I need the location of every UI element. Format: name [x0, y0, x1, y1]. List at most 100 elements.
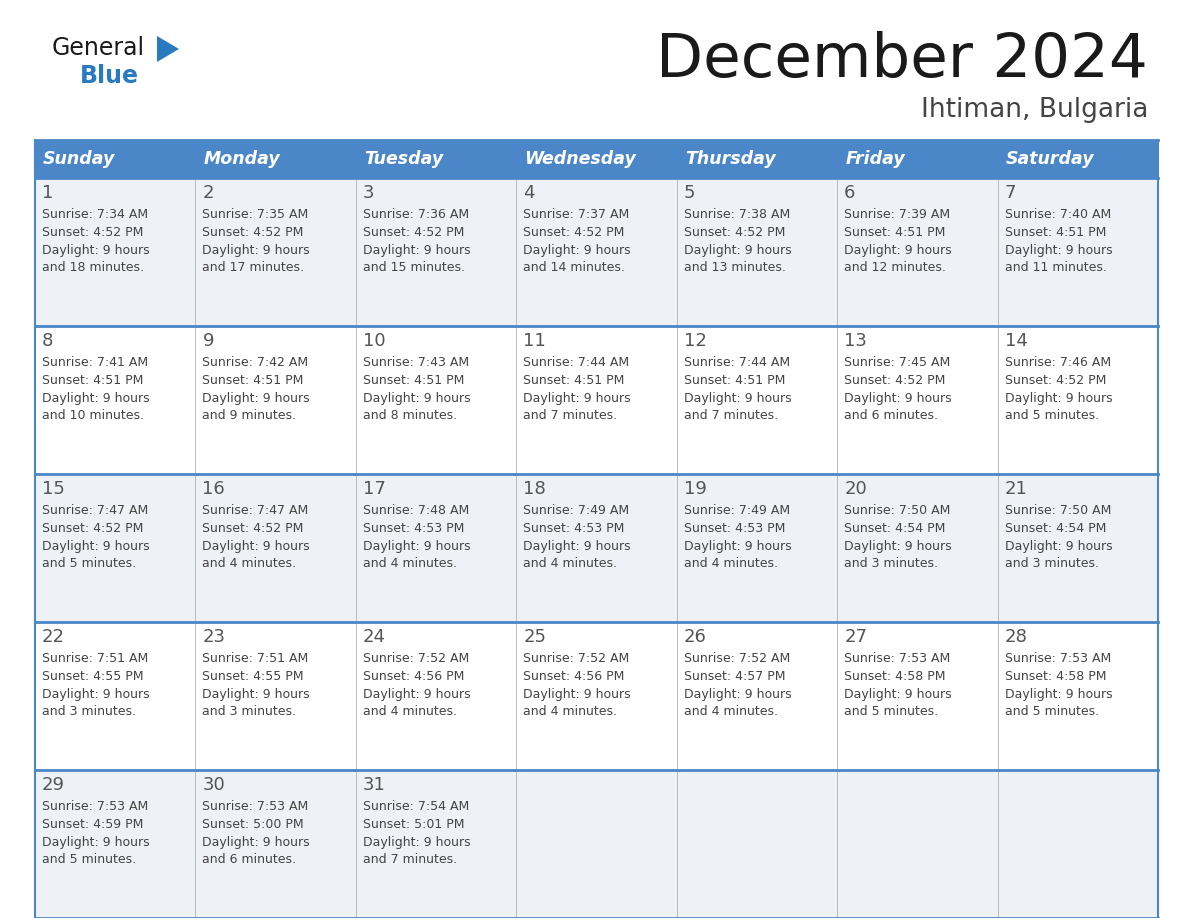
- Text: Daylight: 9 hours: Daylight: 9 hours: [523, 244, 631, 257]
- Text: Sunrise: 7:46 AM: Sunrise: 7:46 AM: [1005, 356, 1111, 369]
- Bar: [34, 326, 1158, 474]
- Text: and 9 minutes.: and 9 minutes.: [202, 409, 297, 422]
- Text: 12: 12: [684, 332, 707, 350]
- Text: 21: 21: [1005, 480, 1028, 498]
- Text: Sunrise: 7:52 AM: Sunrise: 7:52 AM: [684, 652, 790, 665]
- Text: and 4 minutes.: and 4 minutes.: [202, 557, 297, 570]
- Text: Sunset: 4:56 PM: Sunset: 4:56 PM: [523, 670, 625, 683]
- Text: Sunrise: 7:43 AM: Sunrise: 7:43 AM: [362, 356, 469, 369]
- Text: Daylight: 9 hours: Daylight: 9 hours: [362, 836, 470, 849]
- Text: 13: 13: [845, 332, 867, 350]
- Text: Sunrise: 7:51 AM: Sunrise: 7:51 AM: [42, 652, 148, 665]
- Text: Daylight: 9 hours: Daylight: 9 hours: [362, 244, 470, 257]
- Text: Sunset: 4:53 PM: Sunset: 4:53 PM: [523, 522, 625, 535]
- Text: Sunrise: 7:51 AM: Sunrise: 7:51 AM: [202, 652, 309, 665]
- Text: Sunrise: 7:36 AM: Sunrise: 7:36 AM: [362, 208, 469, 221]
- Text: Daylight: 9 hours: Daylight: 9 hours: [362, 392, 470, 405]
- Text: Daylight: 9 hours: Daylight: 9 hours: [1005, 392, 1112, 405]
- Text: Saturday: Saturday: [1005, 150, 1094, 168]
- Text: Sunrise: 7:47 AM: Sunrise: 7:47 AM: [202, 504, 309, 517]
- Text: Daylight: 9 hours: Daylight: 9 hours: [1005, 688, 1112, 701]
- Text: Sunset: 4:52 PM: Sunset: 4:52 PM: [202, 226, 304, 239]
- Text: 19: 19: [684, 480, 707, 498]
- Text: 27: 27: [845, 628, 867, 646]
- Text: Sunset: 4:57 PM: Sunset: 4:57 PM: [684, 670, 785, 683]
- Text: 29: 29: [42, 776, 65, 794]
- Text: and 4 minutes.: and 4 minutes.: [684, 557, 778, 570]
- Text: and 6 minutes.: and 6 minutes.: [202, 853, 297, 866]
- Text: Blue: Blue: [80, 64, 139, 88]
- Text: and 3 minutes.: and 3 minutes.: [42, 705, 135, 718]
- Text: Sunrise: 7:53 AM: Sunrise: 7:53 AM: [845, 652, 950, 665]
- Text: Sunset: 4:55 PM: Sunset: 4:55 PM: [42, 670, 144, 683]
- Text: Sunrise: 7:49 AM: Sunrise: 7:49 AM: [523, 504, 630, 517]
- Text: Thursday: Thursday: [684, 150, 776, 168]
- Text: Sunrise: 7:38 AM: Sunrise: 7:38 AM: [684, 208, 790, 221]
- Text: and 3 minutes.: and 3 minutes.: [1005, 557, 1099, 570]
- Text: and 5 minutes.: and 5 minutes.: [42, 853, 137, 866]
- Text: Sunset: 4:53 PM: Sunset: 4:53 PM: [362, 522, 465, 535]
- Bar: [34, 178, 1158, 326]
- Text: 10: 10: [362, 332, 385, 350]
- Text: Daylight: 9 hours: Daylight: 9 hours: [42, 244, 150, 257]
- Text: and 4 minutes.: and 4 minutes.: [684, 705, 778, 718]
- Text: and 17 minutes.: and 17 minutes.: [202, 261, 304, 274]
- Text: Friday: Friday: [845, 150, 905, 168]
- Text: 2: 2: [202, 184, 214, 202]
- Text: and 4 minutes.: and 4 minutes.: [523, 557, 618, 570]
- Text: 28: 28: [1005, 628, 1028, 646]
- Text: Wednesday: Wednesday: [524, 150, 636, 168]
- Polygon shape: [157, 36, 179, 62]
- Text: Sunrise: 7:53 AM: Sunrise: 7:53 AM: [202, 800, 309, 813]
- Text: 25: 25: [523, 628, 546, 646]
- Text: Daylight: 9 hours: Daylight: 9 hours: [523, 540, 631, 553]
- Text: and 5 minutes.: and 5 minutes.: [845, 705, 939, 718]
- Text: Daylight: 9 hours: Daylight: 9 hours: [362, 540, 470, 553]
- Text: Sunset: 4:52 PM: Sunset: 4:52 PM: [1005, 374, 1106, 387]
- Text: Sunset: 4:53 PM: Sunset: 4:53 PM: [684, 522, 785, 535]
- Text: and 3 minutes.: and 3 minutes.: [202, 705, 297, 718]
- Text: Sunset: 4:51 PM: Sunset: 4:51 PM: [684, 374, 785, 387]
- Text: Sunset: 4:55 PM: Sunset: 4:55 PM: [202, 670, 304, 683]
- Text: Daylight: 9 hours: Daylight: 9 hours: [684, 540, 791, 553]
- Text: Sunset: 5:00 PM: Sunset: 5:00 PM: [202, 818, 304, 831]
- Text: 31: 31: [362, 776, 386, 794]
- Text: Sunrise: 7:50 AM: Sunrise: 7:50 AM: [1005, 504, 1111, 517]
- Text: 6: 6: [845, 184, 855, 202]
- Bar: [34, 622, 1158, 770]
- Text: Sunrise: 7:44 AM: Sunrise: 7:44 AM: [684, 356, 790, 369]
- Text: Sunrise: 7:40 AM: Sunrise: 7:40 AM: [1005, 208, 1111, 221]
- Text: Sunrise: 7:54 AM: Sunrise: 7:54 AM: [362, 800, 469, 813]
- Text: Sunset: 4:54 PM: Sunset: 4:54 PM: [1005, 522, 1106, 535]
- Text: Sunrise: 7:53 AM: Sunrise: 7:53 AM: [42, 800, 148, 813]
- Text: Sunset: 4:51 PM: Sunset: 4:51 PM: [1005, 226, 1106, 239]
- Text: Monday: Monday: [203, 150, 280, 168]
- Text: Sunset: 5:01 PM: Sunset: 5:01 PM: [362, 818, 465, 831]
- Text: Sunset: 4:52 PM: Sunset: 4:52 PM: [845, 374, 946, 387]
- Text: and 12 minutes.: and 12 minutes.: [845, 261, 946, 274]
- Text: 3: 3: [362, 184, 374, 202]
- Text: December 2024: December 2024: [656, 30, 1148, 89]
- Text: 22: 22: [42, 628, 65, 646]
- Text: 14: 14: [1005, 332, 1028, 350]
- Text: and 6 minutes.: and 6 minutes.: [845, 409, 939, 422]
- Text: 15: 15: [42, 480, 65, 498]
- Text: 8: 8: [42, 332, 53, 350]
- Text: Sunrise: 7:41 AM: Sunrise: 7:41 AM: [42, 356, 148, 369]
- Text: Sunrise: 7:34 AM: Sunrise: 7:34 AM: [42, 208, 148, 221]
- Text: Daylight: 9 hours: Daylight: 9 hours: [523, 392, 631, 405]
- Text: Sunrise: 7:48 AM: Sunrise: 7:48 AM: [362, 504, 469, 517]
- Text: 4: 4: [523, 184, 535, 202]
- Text: Sunrise: 7:42 AM: Sunrise: 7:42 AM: [202, 356, 309, 369]
- Text: Daylight: 9 hours: Daylight: 9 hours: [845, 688, 952, 701]
- Text: Sunrise: 7:47 AM: Sunrise: 7:47 AM: [42, 504, 148, 517]
- Text: Sunrise: 7:53 AM: Sunrise: 7:53 AM: [1005, 652, 1111, 665]
- Text: Sunrise: 7:35 AM: Sunrise: 7:35 AM: [202, 208, 309, 221]
- Text: Sunset: 4:54 PM: Sunset: 4:54 PM: [845, 522, 946, 535]
- Text: Daylight: 9 hours: Daylight: 9 hours: [202, 688, 310, 701]
- Text: Daylight: 9 hours: Daylight: 9 hours: [42, 392, 150, 405]
- Text: Sunrise: 7:52 AM: Sunrise: 7:52 AM: [362, 652, 469, 665]
- Text: and 3 minutes.: and 3 minutes.: [845, 557, 939, 570]
- Text: Sunrise: 7:49 AM: Sunrise: 7:49 AM: [684, 504, 790, 517]
- Text: Sunset: 4:56 PM: Sunset: 4:56 PM: [362, 670, 465, 683]
